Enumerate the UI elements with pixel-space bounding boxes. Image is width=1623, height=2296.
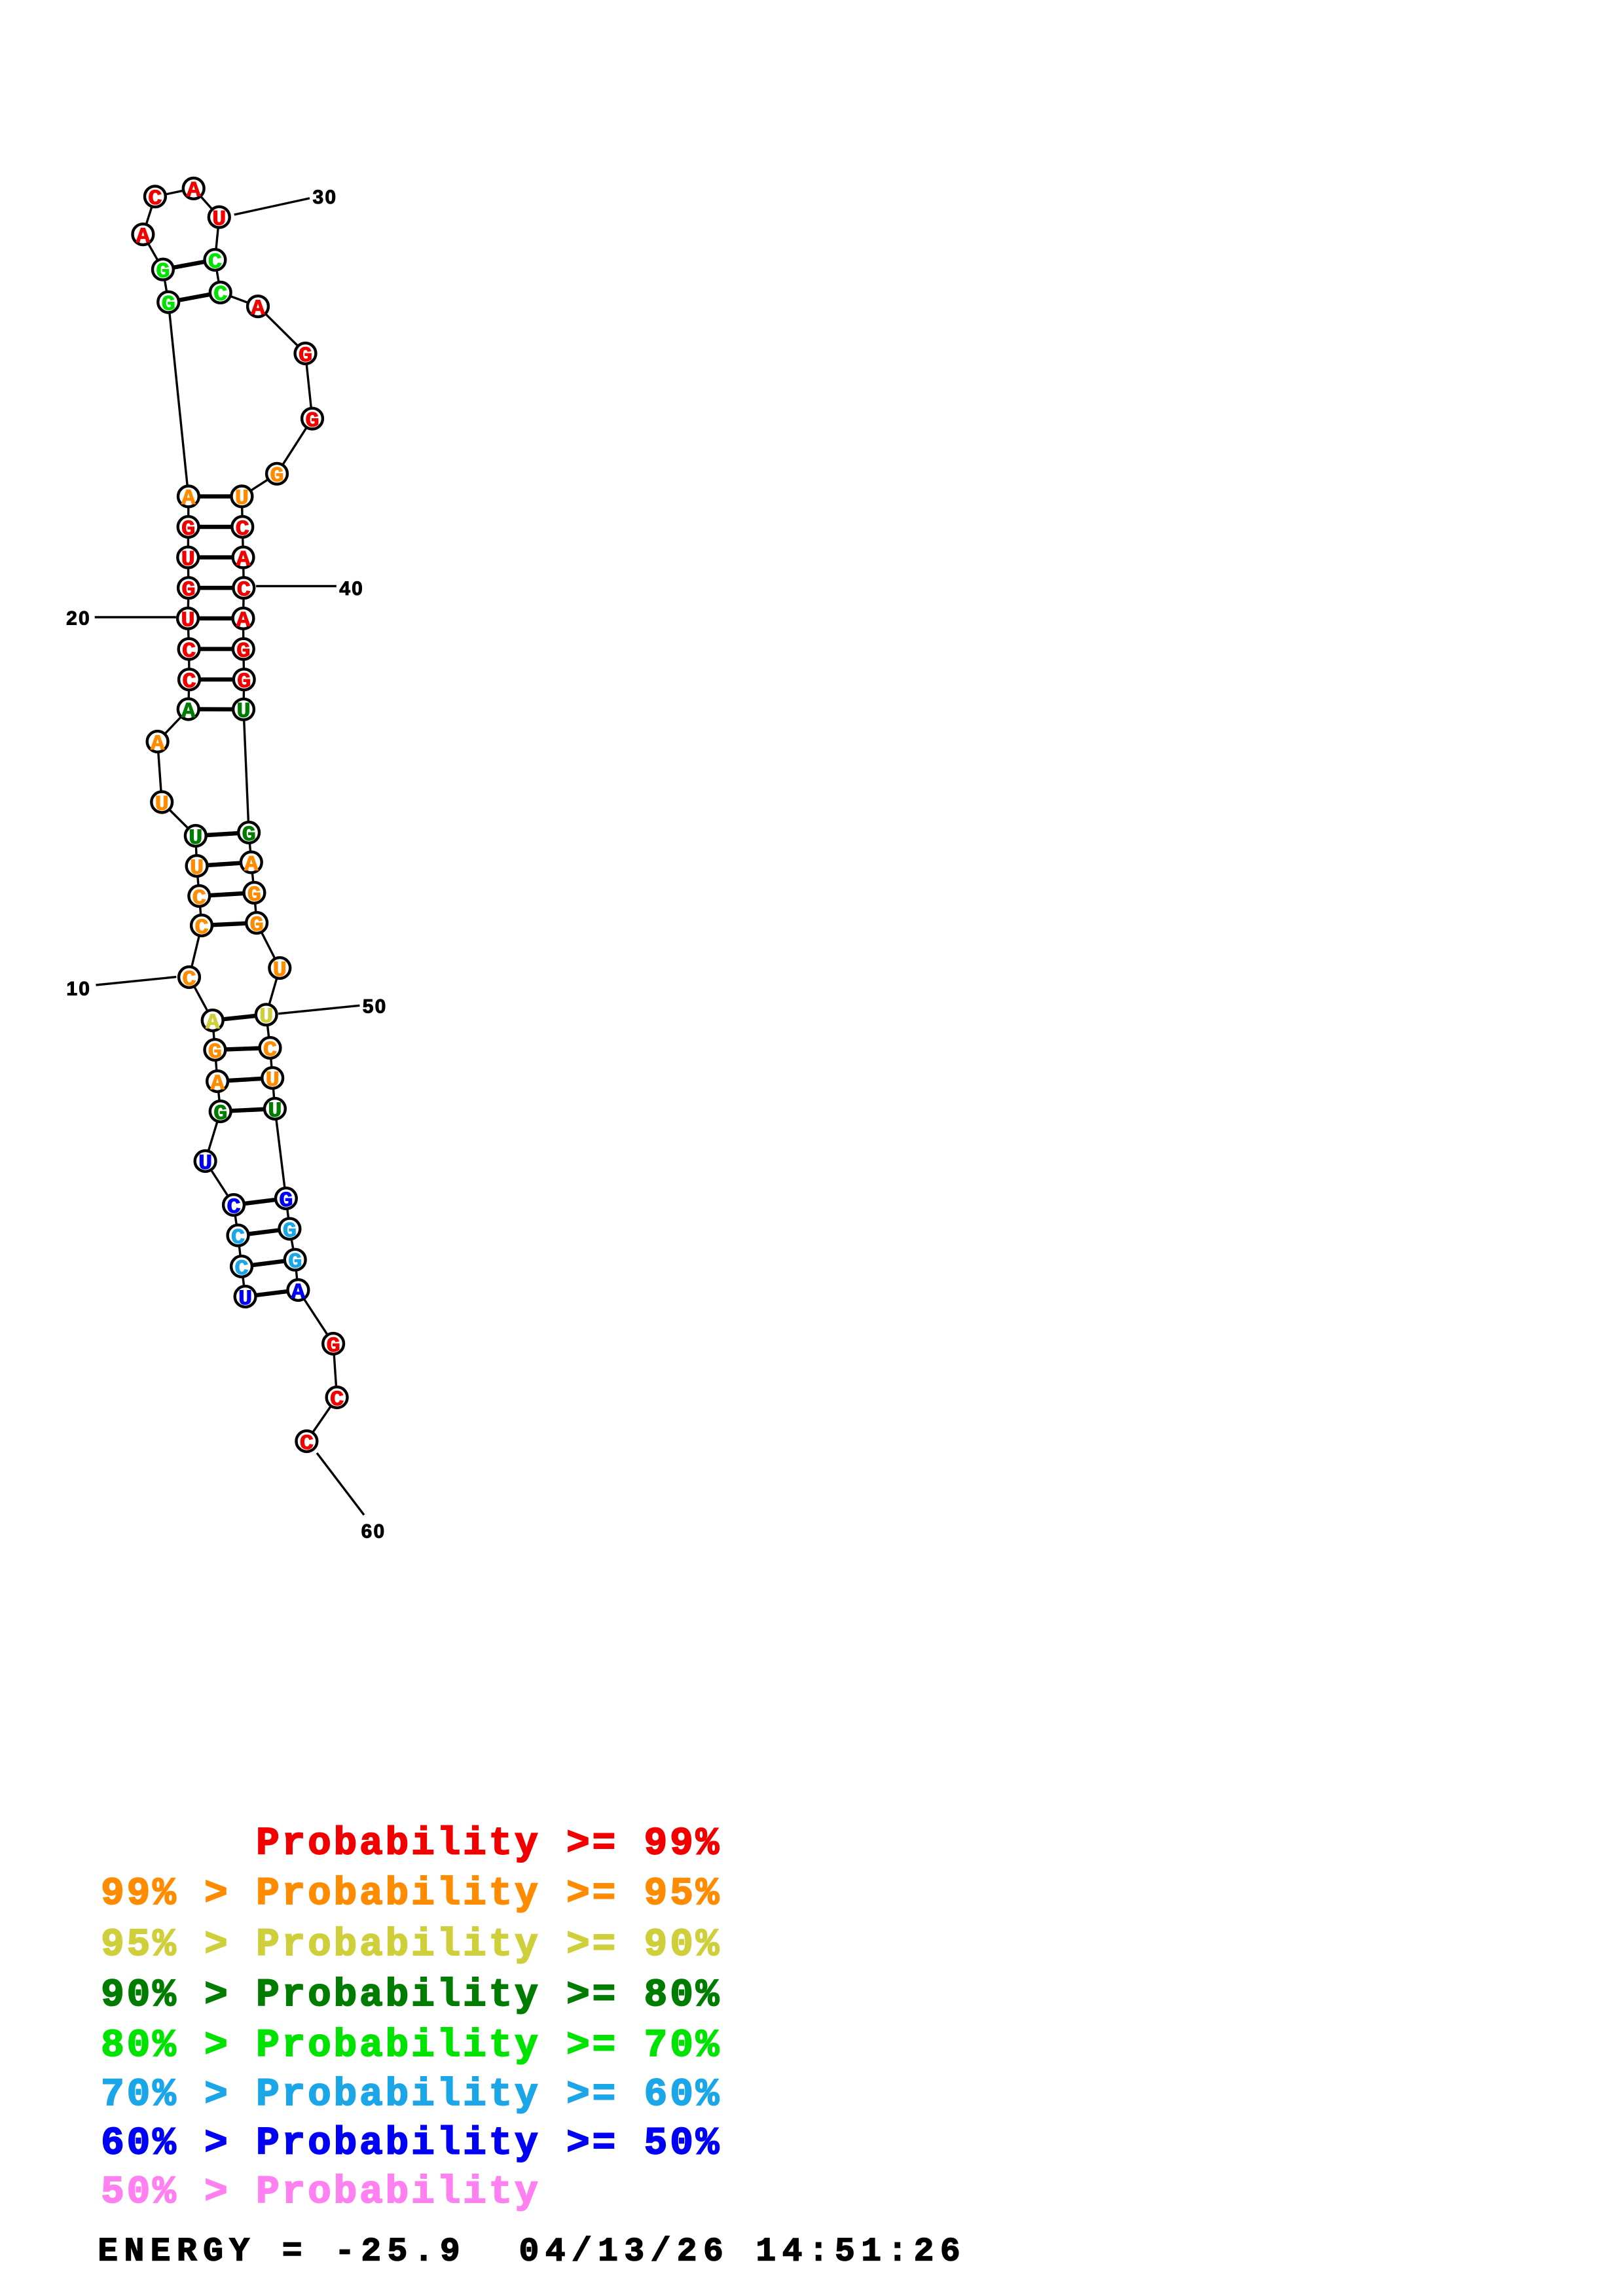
svg-text:A: A (187, 179, 201, 204)
svg-text:A: A (181, 700, 196, 724)
svg-text:G: G (208, 1041, 222, 1065)
svg-text:C: C (182, 968, 196, 992)
svg-text:G: G (156, 260, 170, 284)
svg-text:U: U (259, 1005, 273, 1030)
svg-text:U: U (189, 827, 202, 851)
svg-text:60% > Probability >= 50%: 60% > Probability >= 50% (101, 2122, 721, 2166)
svg-text:70% > Probability >= 60%: 70% > Probability >= 60% (101, 2073, 721, 2117)
svg-text:G: G (288, 1250, 302, 1274)
svg-text:A: A (211, 1072, 225, 1096)
svg-text:A: A (291, 1281, 306, 1305)
svg-text:20: 20 (66, 607, 91, 629)
svg-text:A: A (244, 853, 259, 877)
svg-text:G: G (237, 670, 251, 694)
svg-text:C: C (227, 1196, 240, 1220)
svg-text:40: 40 (339, 578, 364, 600)
svg-text:10: 10 (66, 978, 91, 1000)
svg-text:C: C (182, 670, 196, 694)
svg-text:C: C (234, 1257, 248, 1282)
svg-text:Probability >= 99%: Probability >= 99% (256, 1822, 721, 1866)
svg-text:A: A (236, 609, 251, 634)
svg-text:C: C (231, 1226, 245, 1250)
svg-text:G: G (327, 1335, 340, 1359)
svg-text:G: G (162, 293, 175, 317)
svg-text:80% > Probability >= 70%: 80% > Probability >= 70% (101, 2024, 721, 2068)
svg-text:U: U (181, 548, 195, 572)
svg-text:U: U (198, 1152, 212, 1176)
svg-text:95% > Probability >= 90%: 95% > Probability >= 90% (101, 1923, 721, 1967)
svg-text:60: 60 (361, 1521, 386, 1543)
svg-text:G: G (213, 1102, 227, 1126)
svg-text:C: C (182, 639, 196, 664)
svg-text:G: G (181, 579, 195, 603)
svg-text:C: C (213, 283, 227, 308)
svg-text:C: C (192, 887, 206, 911)
svg-text:C: C (300, 1432, 314, 1456)
svg-text:U: U (236, 700, 250, 725)
svg-text:A: A (206, 1011, 220, 1035)
svg-text:G: G (236, 639, 250, 664)
svg-text:C: C (208, 251, 222, 275)
svg-text:A: A (236, 548, 251, 572)
svg-text:G: G (270, 465, 283, 489)
svg-text:U: U (266, 1069, 280, 1093)
svg-text:ENERGY = -25.9 04/13/26 14:51: ENERGY = -25.9 04/13/26 14:51:26 (98, 2234, 966, 2271)
svg-text:U: U (238, 1287, 252, 1312)
svg-text:A: A (251, 297, 265, 321)
svg-text:C: C (194, 916, 208, 941)
svg-text:A: A (181, 487, 196, 511)
svg-text:U: U (155, 793, 169, 817)
svg-text:50: 50 (363, 996, 388, 1017)
svg-text:U: U (273, 959, 287, 983)
svg-text:G: G (283, 1219, 297, 1244)
svg-text:U: U (268, 1100, 282, 1124)
svg-text:C: C (330, 1388, 344, 1412)
svg-text:G: G (247, 884, 261, 908)
svg-text:90% > Probability >= 80%: 90% > Probability >= 80% (101, 1973, 721, 2017)
svg-text:U: U (212, 207, 226, 232)
svg-text:U: U (235, 487, 249, 511)
svg-text:G: G (299, 344, 312, 368)
svg-text:C: C (237, 579, 251, 603)
svg-text:A: A (151, 732, 165, 757)
svg-text:G: G (181, 518, 195, 542)
svg-text:G: G (279, 1189, 293, 1213)
svg-text:G: G (242, 823, 256, 848)
svg-text:G: G (305, 409, 319, 433)
svg-text:C: C (263, 1039, 277, 1063)
svg-text:50% > Probability: 50% > Probability (101, 2170, 541, 2214)
svg-text:30: 30 (313, 187, 338, 208)
svg-text:G: G (250, 914, 264, 938)
svg-text:A: A (136, 225, 151, 249)
svg-text:U: U (181, 609, 194, 634)
svg-text:C: C (236, 518, 249, 542)
svg-text:C: C (148, 187, 162, 211)
svg-text:99% > Probability >= 95%: 99% > Probability >= 95% (101, 1872, 721, 1916)
svg-text:U: U (190, 857, 204, 881)
